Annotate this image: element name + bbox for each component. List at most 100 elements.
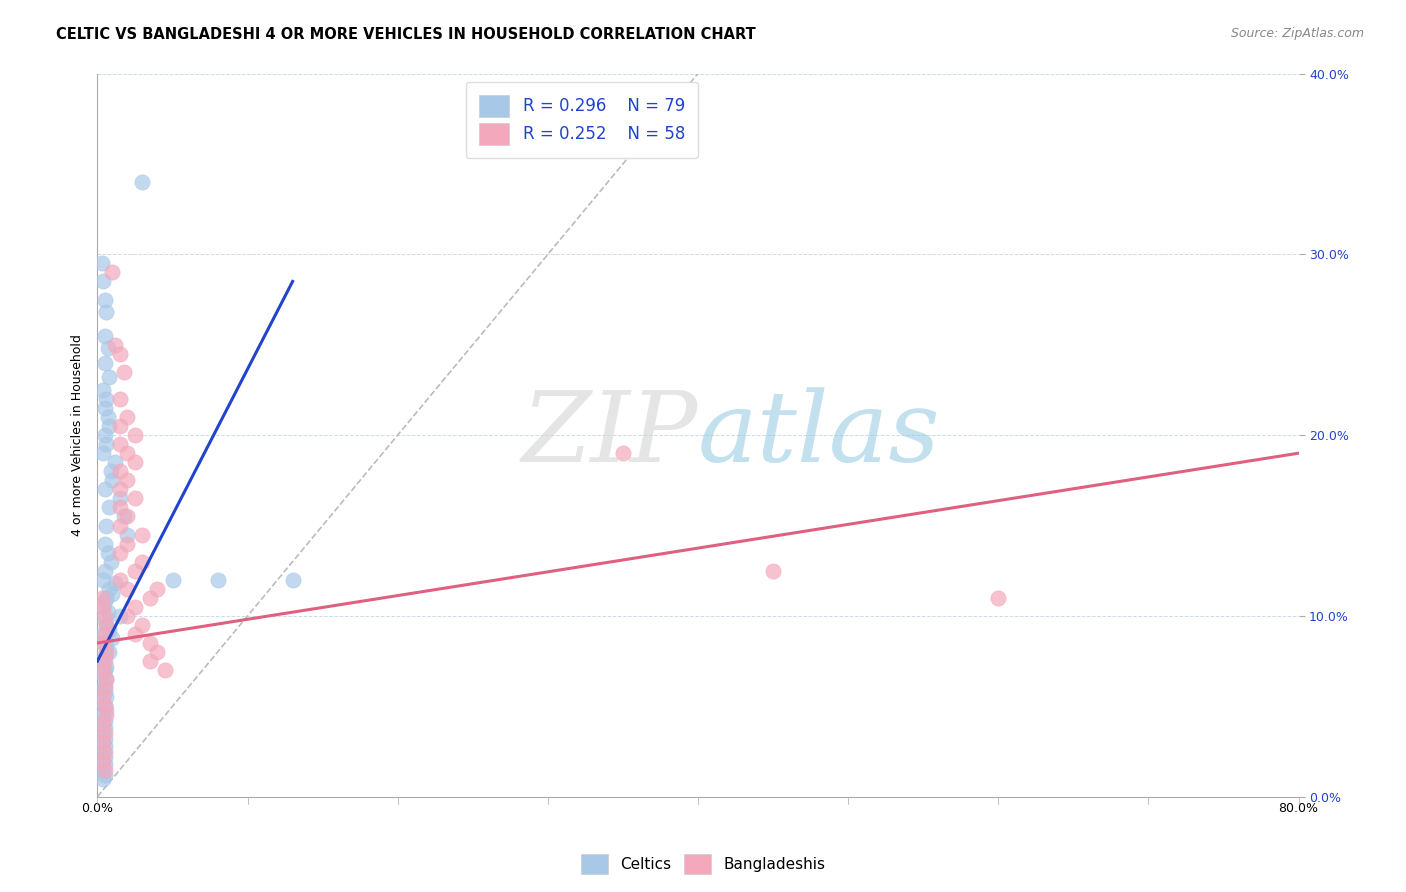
- Point: [124, 564, 146, 578]
- Point: [93, 754, 115, 768]
- Point: [108, 437, 131, 451]
- Point: [94, 681, 117, 696]
- Point: [117, 410, 139, 425]
- Point: [117, 446, 139, 460]
- Point: [94, 739, 117, 753]
- Point: [93, 627, 115, 641]
- Point: [94, 757, 117, 772]
- Point: [104, 455, 127, 469]
- Point: [131, 618, 153, 632]
- Point: [93, 696, 115, 710]
- Point: [93, 654, 115, 668]
- Point: [117, 527, 139, 541]
- Text: ZIP: ZIP: [522, 387, 697, 483]
- Point: [94, 677, 117, 691]
- Text: atlas: atlas: [697, 387, 941, 483]
- Point: [94, 594, 117, 608]
- Legend: R = 0.296    N = 79, R = 0.252    N = 58: R = 0.296 N = 79, R = 0.252 N = 58: [467, 82, 699, 158]
- Point: [94, 663, 117, 677]
- Point: [98, 500, 121, 515]
- Point: [108, 491, 131, 506]
- Point: [108, 347, 131, 361]
- Point: [101, 631, 124, 645]
- Point: [97, 546, 120, 560]
- Point: [97, 410, 120, 425]
- Point: [96, 392, 118, 406]
- Point: [131, 555, 153, 569]
- Point: [93, 735, 115, 749]
- Point: [91, 256, 114, 270]
- Point: [94, 428, 117, 442]
- Point: [96, 618, 118, 632]
- Point: [93, 573, 115, 587]
- Legend: Celtics, Bangladeshis: Celtics, Bangladeshis: [575, 848, 831, 880]
- Point: [93, 663, 115, 677]
- Point: [94, 721, 117, 735]
- Point: [98, 624, 121, 638]
- Point: [97, 605, 120, 619]
- Point: [98, 419, 121, 434]
- Point: [124, 627, 146, 641]
- Point: [94, 293, 117, 307]
- Point: [108, 483, 131, 497]
- Point: [93, 446, 115, 460]
- Point: [162, 573, 184, 587]
- Point: [96, 641, 118, 656]
- Point: [124, 428, 146, 442]
- Point: [139, 591, 162, 605]
- Point: [93, 383, 115, 397]
- Point: [131, 175, 153, 189]
- Point: [94, 699, 117, 714]
- Point: [96, 305, 118, 319]
- Point: [93, 681, 115, 696]
- Point: [104, 576, 127, 591]
- Point: [94, 768, 117, 782]
- Point: [108, 500, 131, 515]
- Point: [93, 744, 115, 758]
- Point: [94, 648, 117, 663]
- Point: [93, 690, 115, 705]
- Point: [146, 645, 169, 659]
- Point: [124, 599, 146, 614]
- Point: [93, 717, 115, 731]
- Point: [94, 685, 117, 699]
- Point: [94, 627, 117, 641]
- Point: [93, 754, 115, 768]
- Point: [94, 636, 117, 650]
- Point: [93, 666, 115, 681]
- Point: [96, 703, 118, 717]
- Point: [108, 573, 131, 587]
- Point: [91, 591, 114, 605]
- Point: [94, 714, 117, 728]
- Point: [117, 536, 139, 550]
- Point: [93, 636, 115, 650]
- Point: [94, 613, 117, 627]
- Point: [93, 735, 115, 749]
- Point: [108, 608, 131, 623]
- Point: [97, 342, 120, 356]
- Point: [108, 518, 131, 533]
- Point: [108, 546, 131, 560]
- Point: [101, 587, 124, 601]
- Point: [101, 265, 124, 279]
- Point: [100, 555, 122, 569]
- Point: [96, 672, 118, 686]
- Point: [98, 370, 121, 384]
- Point: [98, 645, 121, 659]
- Point: [117, 582, 139, 596]
- Point: [93, 275, 115, 289]
- Point: [100, 464, 122, 478]
- Point: [93, 772, 115, 786]
- Point: [94, 654, 117, 668]
- Text: Source: ZipAtlas.com: Source: ZipAtlas.com: [1230, 27, 1364, 40]
- Point: [93, 708, 115, 723]
- Point: [153, 663, 176, 677]
- Point: [94, 750, 117, 764]
- Point: [96, 690, 118, 705]
- Point: [117, 473, 139, 487]
- Point: [762, 564, 785, 578]
- Point: [108, 419, 131, 434]
- Point: [117, 608, 139, 623]
- Point: [96, 437, 118, 451]
- Point: [96, 659, 118, 673]
